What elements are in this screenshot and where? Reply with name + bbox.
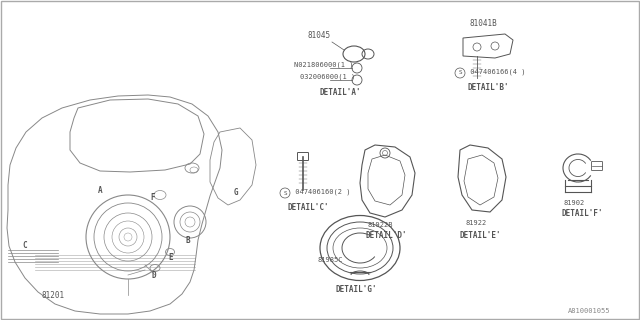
Text: 81201: 81201 <box>42 291 65 300</box>
Text: S: S <box>458 69 461 75</box>
Text: A: A <box>98 186 102 195</box>
Text: 81045: 81045 <box>307 31 330 40</box>
Text: 047406166(4 ): 047406166(4 ) <box>466 68 525 75</box>
Text: 81041B: 81041B <box>470 19 498 28</box>
Text: DETAIL'C': DETAIL'C' <box>287 203 328 212</box>
Text: DETAIL'F': DETAIL'F' <box>561 209 603 218</box>
Text: A810001055: A810001055 <box>568 308 611 314</box>
Text: S: S <box>284 190 287 196</box>
Text: DETAIL'B': DETAIL'B' <box>467 83 509 92</box>
Text: N021806000(1 ): N021806000(1 ) <box>294 61 353 68</box>
Text: G: G <box>234 188 239 197</box>
Text: 81922B: 81922B <box>368 222 394 228</box>
Text: DETAIL'E': DETAIL'E' <box>460 231 502 240</box>
Text: 81902: 81902 <box>564 200 585 206</box>
Text: DETAIL'A': DETAIL'A' <box>320 88 362 97</box>
Text: 032006000(1 ): 032006000(1 ) <box>300 73 355 79</box>
Text: 81985C: 81985C <box>318 257 344 263</box>
Text: DETAIL'D': DETAIL'D' <box>365 231 406 240</box>
Text: C: C <box>22 241 27 250</box>
Text: 047406160(2 ): 047406160(2 ) <box>291 188 351 195</box>
Text: E: E <box>168 253 173 262</box>
Text: B: B <box>185 236 189 245</box>
Text: 81922: 81922 <box>466 220 487 226</box>
Text: DETAIL'G': DETAIL'G' <box>335 285 376 294</box>
Text: D: D <box>152 271 157 280</box>
Text: F: F <box>150 193 155 202</box>
